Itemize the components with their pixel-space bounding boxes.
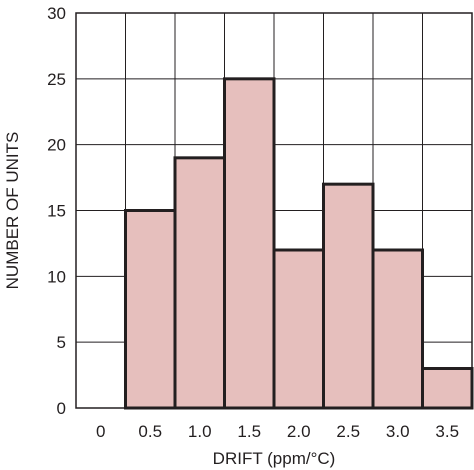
x-tick-label: 3.0 bbox=[386, 422, 410, 441]
bar-3 bbox=[272, 248, 325, 410]
y-tick-label: 10 bbox=[47, 267, 66, 286]
y-tick-labels: 0 5 10 15 20 25 30 bbox=[47, 4, 66, 418]
x-tick-label: 2.5 bbox=[336, 422, 360, 441]
y-tick-label: 15 bbox=[47, 202, 66, 221]
x-tick-label: 1.5 bbox=[237, 422, 261, 441]
y-tick-label: 20 bbox=[47, 136, 66, 155]
x-tick-labels: 0 0.5 1.0 1.5 2.0 2.5 3.0 3.5 bbox=[96, 422, 459, 441]
bar-1 bbox=[173, 156, 226, 410]
x-tick-label: 1.0 bbox=[188, 422, 212, 441]
bar-4 bbox=[322, 182, 375, 410]
bar-2 bbox=[223, 77, 276, 410]
plot-frame bbox=[75, 12, 473, 409]
y-axis-label: NUMBER OF UNITS bbox=[3, 132, 22, 290]
x-tick-label: 3.5 bbox=[435, 422, 459, 441]
x-tick-label: 0.5 bbox=[138, 422, 162, 441]
y-tick-label: 0 bbox=[57, 399, 66, 418]
y-tick-label: 25 bbox=[47, 70, 66, 89]
bar-6 bbox=[421, 367, 474, 410]
bars bbox=[124, 77, 474, 410]
bar-5 bbox=[371, 248, 424, 410]
x-tick-label: 2.0 bbox=[287, 422, 311, 441]
bar-0 bbox=[124, 209, 177, 410]
y-tick-label: 5 bbox=[57, 333, 66, 352]
y-tick-label: 30 bbox=[47, 4, 66, 23]
x-tick-label: 0 bbox=[96, 422, 105, 441]
x-axis-label: DRIFT (ppm/°C) bbox=[213, 449, 336, 468]
